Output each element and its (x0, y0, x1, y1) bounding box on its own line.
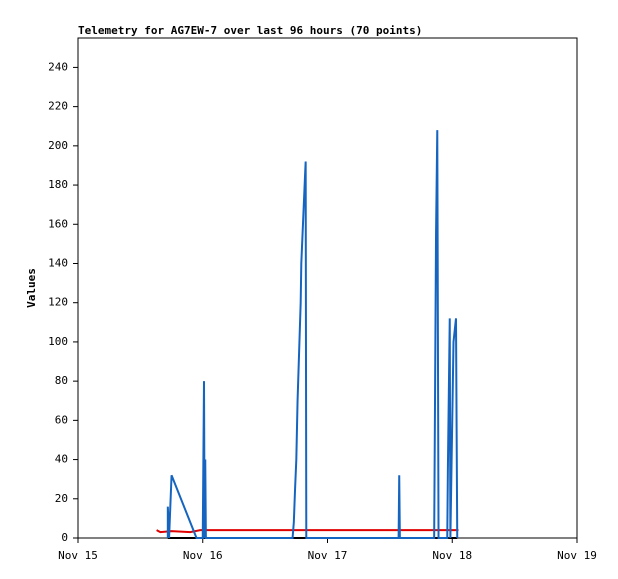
y-tick-label: 160 (48, 217, 68, 230)
chart-title: Telemetry for AG7EW-7 over last 96 hours… (78, 24, 422, 37)
y-tick-label: 60 (55, 413, 68, 426)
y-tick-label: 40 (55, 453, 68, 466)
x-tick-label: Nov 18 (432, 549, 472, 562)
y-tick-label: 100 (48, 335, 68, 348)
x-tick-label: Nov 17 (308, 549, 348, 562)
y-tick-label: 200 (48, 139, 68, 152)
y-tick-label: 180 (48, 178, 68, 191)
y-axis-label: Values (25, 268, 38, 308)
data-line (166, 130, 459, 539)
y-tick-label: 220 (48, 100, 68, 113)
y-tick-label: 0 (61, 531, 68, 544)
y-tick-label: 120 (48, 296, 68, 309)
x-tick-label: Nov 15 (58, 549, 98, 562)
y-tick-label: 80 (55, 374, 68, 387)
y-tick-label: 240 (48, 60, 68, 73)
data-line (156, 529, 459, 534)
y-tick-label: 20 (55, 492, 68, 505)
x-tick-label: Nov 16 (183, 549, 223, 562)
x-tick-label: Nov 19 (557, 549, 597, 562)
y-tick-label: 140 (48, 256, 68, 269)
plot-frame (77, 37, 578, 539)
